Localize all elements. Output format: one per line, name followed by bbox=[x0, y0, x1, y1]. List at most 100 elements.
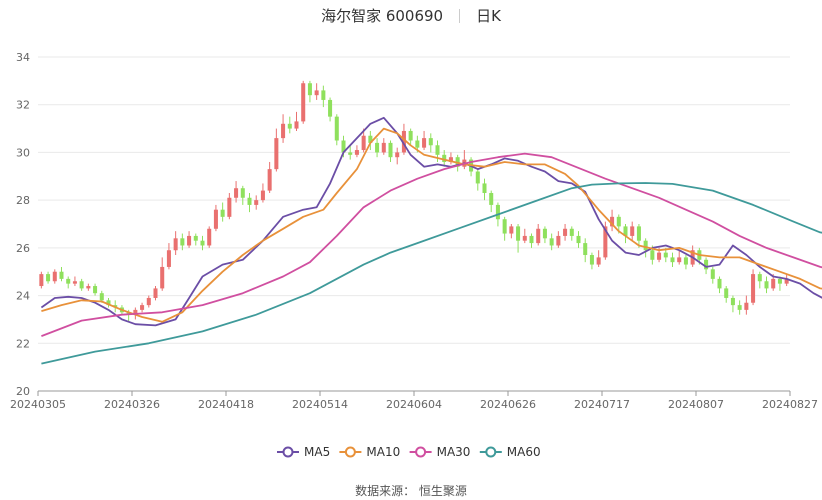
series-line-ma5 bbox=[40, 116, 822, 327]
x-tick-label: 20240717 bbox=[574, 398, 630, 411]
candle-body bbox=[630, 226, 635, 236]
candle-body bbox=[502, 219, 507, 234]
series-line-ma60 bbox=[41, 182, 822, 365]
candle-body bbox=[66, 278, 71, 284]
candle-body bbox=[603, 226, 608, 258]
candle-body bbox=[46, 274, 51, 282]
candle-body bbox=[133, 309, 138, 315]
candle-body bbox=[361, 135, 366, 151]
candle-body bbox=[388, 142, 393, 158]
candle-body bbox=[301, 83, 306, 122]
candle-body bbox=[281, 123, 286, 139]
legend-label: MA10 bbox=[366, 445, 400, 459]
y-tick-label: 24 bbox=[16, 290, 30, 303]
candle-body bbox=[408, 130, 413, 141]
candle-body bbox=[334, 116, 339, 141]
candle-body bbox=[247, 197, 252, 205]
candle-body bbox=[442, 154, 447, 162]
candle-body bbox=[254, 200, 259, 205]
candle-body bbox=[522, 235, 527, 241]
candle-body bbox=[180, 238, 185, 246]
candle-body bbox=[240, 188, 245, 198]
candle-body bbox=[516, 226, 521, 241]
candle-body bbox=[475, 171, 480, 184]
candle-body bbox=[744, 302, 749, 310]
candle-body bbox=[187, 235, 192, 246]
candle-body bbox=[777, 278, 782, 284]
candle-body bbox=[153, 288, 158, 298]
candle-body bbox=[375, 142, 380, 153]
candle-body bbox=[751, 274, 756, 303]
candle-body bbox=[234, 188, 239, 198]
candle-body bbox=[730, 297, 735, 306]
candle-body bbox=[576, 235, 581, 244]
candle-body bbox=[704, 259, 709, 270]
candle-body bbox=[193, 235, 198, 241]
candle-body bbox=[213, 209, 218, 229]
candle-body bbox=[569, 228, 574, 236]
candle-body bbox=[643, 240, 648, 251]
y-tick-label: 30 bbox=[16, 146, 30, 159]
candle-body bbox=[636, 226, 641, 241]
candle-body bbox=[140, 305, 145, 310]
candle-body bbox=[435, 145, 440, 155]
candle-body bbox=[267, 169, 272, 191]
x-tick-label: 20240514 bbox=[292, 398, 348, 411]
candle-body bbox=[737, 305, 742, 310]
candle-body bbox=[314, 90, 319, 96]
candle-body bbox=[663, 252, 668, 258]
candle-body bbox=[72, 281, 77, 284]
y-tick-label: 20 bbox=[16, 385, 30, 398]
candle-body bbox=[509, 226, 514, 234]
candle-body bbox=[771, 278, 776, 289]
candle-body bbox=[79, 281, 84, 289]
candle-body bbox=[59, 271, 64, 279]
candle-body bbox=[724, 288, 729, 298]
candle-body bbox=[274, 138, 279, 170]
candle-body bbox=[146, 297, 151, 306]
candle-body bbox=[529, 235, 534, 244]
x-tick-label: 20240827 bbox=[762, 398, 818, 411]
candle-body bbox=[86, 286, 91, 289]
candle-body bbox=[321, 90, 326, 100]
candle-body bbox=[401, 130, 406, 153]
candle-body bbox=[710, 269, 715, 279]
candle-body bbox=[683, 257, 688, 265]
candle-body bbox=[99, 293, 104, 301]
candle-body bbox=[200, 240, 205, 246]
candle-body bbox=[650, 250, 655, 260]
x-tick-label: 20240626 bbox=[480, 398, 536, 411]
candle-body bbox=[173, 238, 178, 251]
candle-body bbox=[328, 99, 333, 117]
candle-body bbox=[623, 226, 628, 236]
candle-body bbox=[556, 235, 561, 246]
candle-body bbox=[227, 197, 232, 217]
candle-body bbox=[307, 83, 312, 96]
candle-body bbox=[489, 192, 494, 205]
candle-body bbox=[536, 228, 541, 244]
x-tick-label: 20240418 bbox=[198, 398, 254, 411]
legend-swatch-marker bbox=[415, 446, 427, 458]
series-line-ma30 bbox=[41, 152, 822, 337]
candle-body bbox=[166, 250, 171, 267]
candle-body bbox=[757, 274, 762, 282]
candle-body bbox=[563, 228, 568, 236]
candle-body bbox=[39, 274, 44, 287]
legend-swatch-marker bbox=[485, 446, 497, 458]
y-tick-label: 34 bbox=[16, 51, 30, 64]
chart-title: 海尔智家 600690 bbox=[321, 7, 444, 25]
candle-body bbox=[657, 252, 662, 260]
candle-body bbox=[717, 278, 722, 289]
candle-body bbox=[93, 286, 98, 294]
candle-body bbox=[616, 216, 621, 227]
y-tick-label: 32 bbox=[16, 99, 30, 112]
x-tick-label: 20240604 bbox=[386, 398, 442, 411]
candle-body bbox=[422, 138, 427, 148]
candle-body bbox=[395, 152, 400, 158]
candle-body bbox=[495, 204, 500, 220]
candle-body bbox=[348, 152, 353, 155]
legend-label: MA30 bbox=[437, 445, 471, 459]
candle-body bbox=[589, 255, 594, 265]
candle-body bbox=[542, 228, 547, 239]
candle-body bbox=[381, 142, 386, 153]
